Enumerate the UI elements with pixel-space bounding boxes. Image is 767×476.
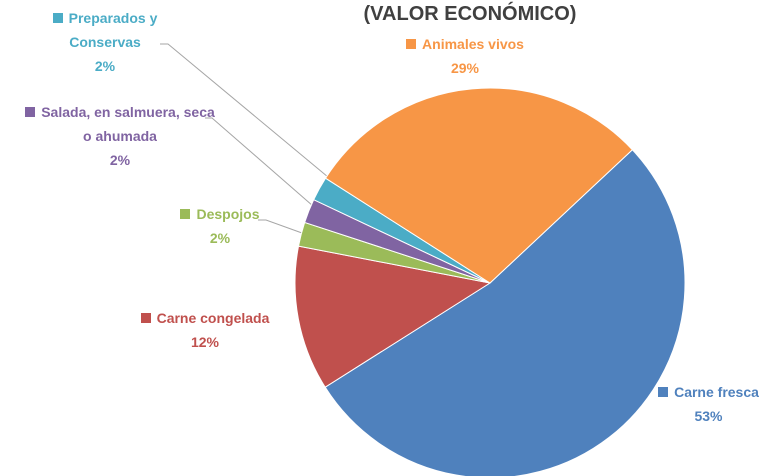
category-label: Despojos [196,206,260,222]
label-name-row: Carne fresca [650,380,767,404]
value-label: 2% [94,58,116,74]
pie-slice [294,245,492,388]
label-name-row: Salada, en salmuera, seca o ahumada [20,100,220,148]
value-label: 53% [694,408,723,424]
label-value-row: 53% [650,404,767,428]
label-name-row: Preparados y Conservas [30,6,180,54]
pie-slice [324,149,686,476]
value-label: 29% [450,60,480,76]
slice-label: Despojos 2% [160,202,280,250]
value-label: 2% [109,152,131,168]
category-label: Animales vivos [422,36,524,52]
category-label: Preparados y Conservas [68,10,158,50]
chart-title: (VALOR ECONÓMICO) [363,3,577,25]
legend-swatch [52,13,63,23]
label-name-row: Animales vivos [375,32,555,56]
leader-line [258,219,303,234]
category-label: Carne congelada [156,310,270,326]
leader-line [205,117,314,207]
slice-label: Carne fresca 53% [650,380,767,428]
label-value-row: 2% [20,148,220,172]
legend-swatch [25,107,36,117]
label-name-row: Carne congelada [110,306,300,330]
legend-swatch [140,313,151,323]
label-value-row: 2% [30,54,180,78]
slice-label: Animales vivos 29% [375,32,555,80]
label-value-row: 12% [110,330,300,354]
value-label: 2% [209,230,231,246]
slice-label: Carne congelada 12% [110,306,300,354]
legend-swatch [658,387,669,397]
legend-swatch [180,209,191,219]
value-label: 12% [190,334,220,350]
label-name-row: Despojos [160,202,280,226]
leader-line [160,43,335,183]
pie-slice [324,87,634,284]
category-label: Salada, en salmuera, seca o ahumada [41,104,215,144]
slice-label: Preparados y Conservas 2% [30,6,180,78]
label-value-row: 29% [375,56,555,80]
slice-label: Salada, en salmuera, seca o ahumada 2% [20,100,220,172]
label-value-row: 2% [160,226,280,250]
legend-swatch [406,39,417,49]
category-label: Carne fresca [674,384,759,400]
